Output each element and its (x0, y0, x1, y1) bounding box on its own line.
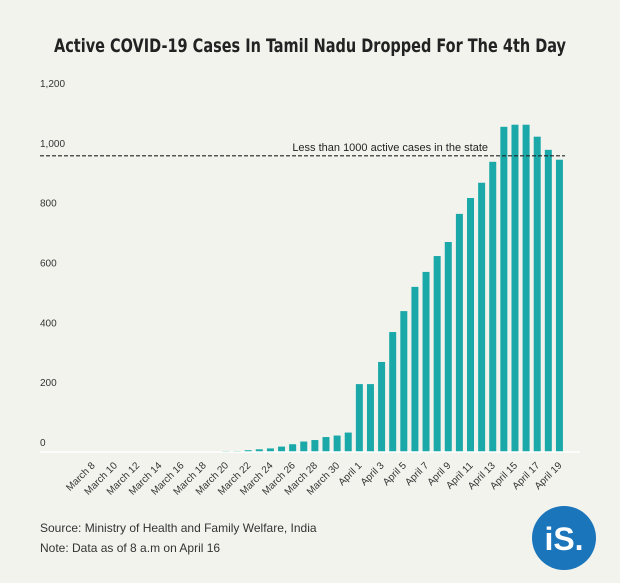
y-tick-label: 800 (40, 199, 57, 210)
bar (278, 446, 286, 452)
annotation: Less than 1000 active cases in the state (292, 142, 488, 154)
bar (344, 432, 352, 452)
bar (366, 384, 374, 452)
bar (355, 384, 363, 452)
y-tick-label: 400 (40, 318, 57, 329)
bar (511, 124, 519, 452)
y-tick-label: 1,200 (40, 79, 65, 90)
bar (478, 182, 486, 452)
bar (400, 311, 408, 452)
y-tick-label: 1,000 (40, 139, 65, 150)
bar (500, 126, 508, 452)
bar (422, 271, 430, 452)
bar (389, 332, 397, 452)
bar (333, 435, 341, 452)
bar (322, 437, 330, 452)
bar (266, 448, 274, 452)
logo: iS. (544, 521, 583, 557)
y-tick-label: 200 (40, 378, 57, 389)
bar (544, 149, 552, 452)
note: Note: Data as of 8 a.m on April 16 (40, 541, 220, 555)
bar (522, 124, 530, 452)
bar (378, 361, 386, 452)
chart-title: Active COVID-19 Cases In Tamil Nadu Drop… (54, 35, 566, 57)
bar (455, 213, 463, 452)
bar (255, 449, 263, 452)
bar (311, 440, 319, 452)
bar (300, 441, 308, 452)
bar (433, 256, 441, 452)
y-tick-label: 600 (40, 259, 57, 270)
bar (411, 286, 419, 452)
bar (289, 444, 297, 452)
bar (533, 136, 541, 452)
logo-badge (532, 506, 596, 570)
source: Source: Ministry of Health and Family We… (40, 521, 317, 535)
bar (467, 198, 475, 452)
y-tick-label: 0 (40, 438, 46, 449)
bar (489, 161, 497, 452)
bar (244, 450, 252, 452)
bar (444, 241, 452, 452)
bar (555, 159, 563, 452)
